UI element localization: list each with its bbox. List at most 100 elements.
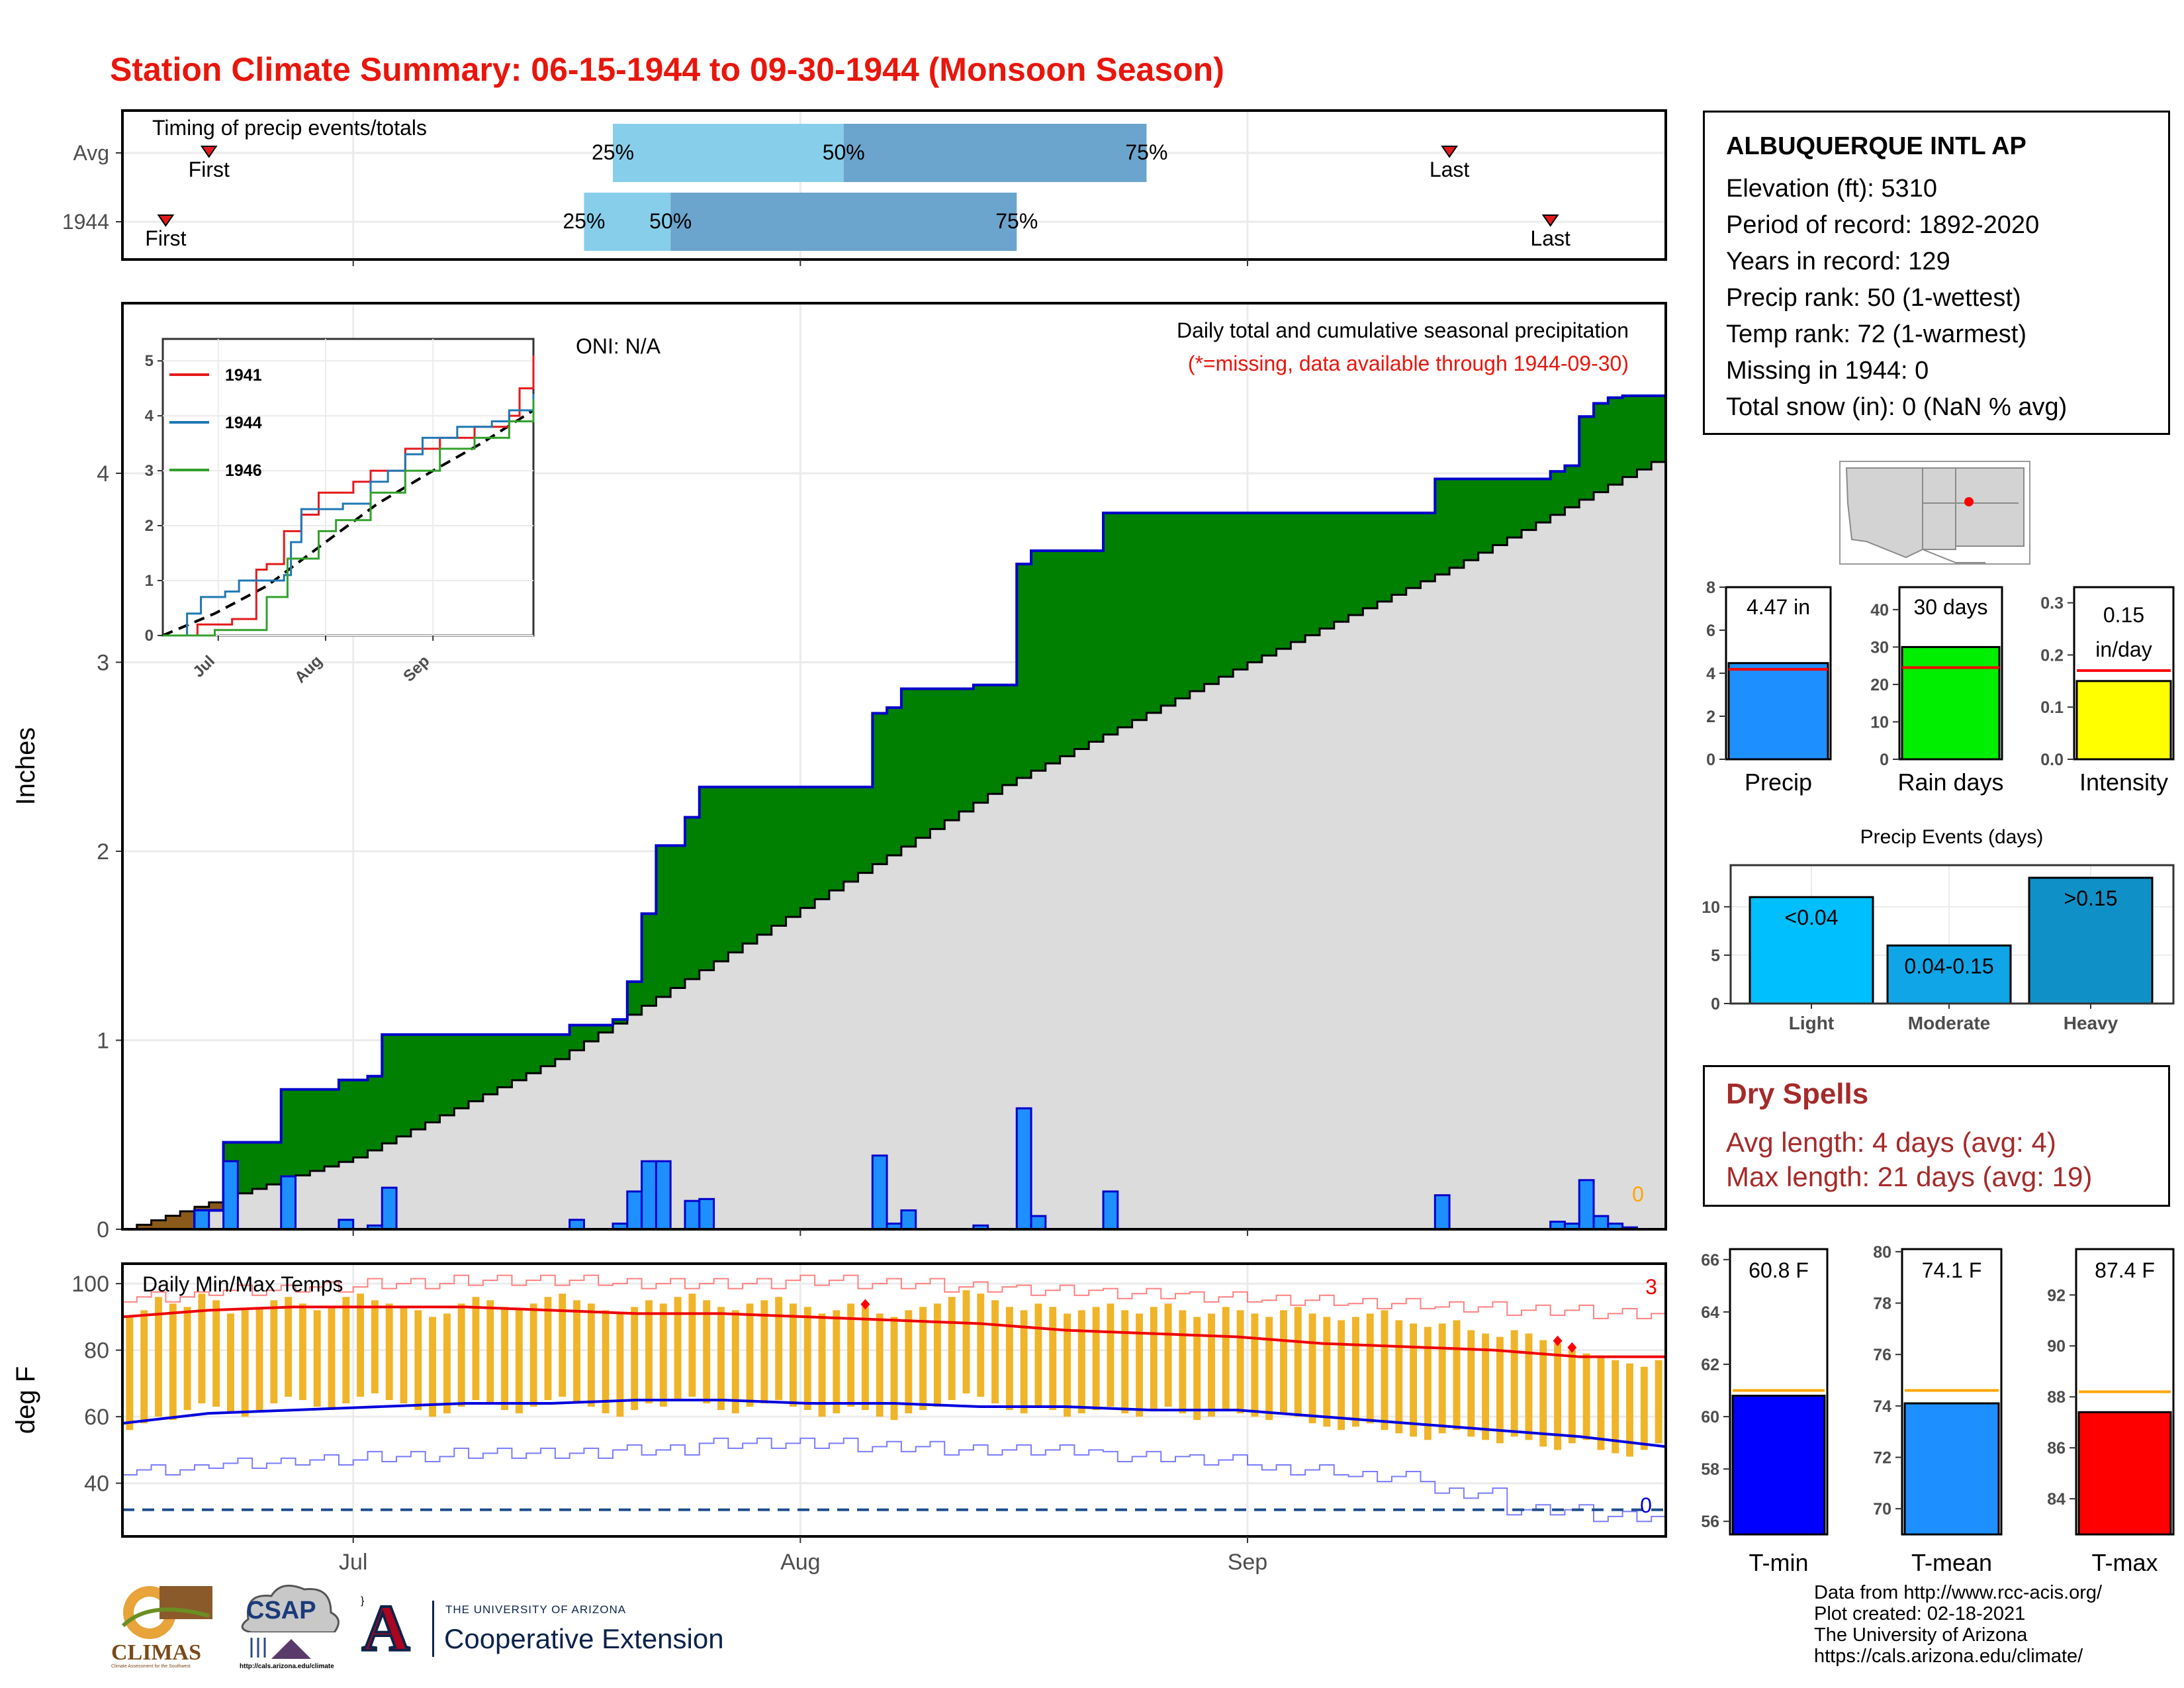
temps-record-high-count: 3 xyxy=(1645,1275,1657,1299)
timing-pct-label: 50% xyxy=(823,140,865,164)
temps-daily-bar xyxy=(1236,1310,1244,1414)
temps-daily-bar xyxy=(1020,1310,1028,1414)
timing-first-marker xyxy=(157,214,175,227)
temps-daily-bar xyxy=(1179,1310,1187,1414)
temp-summary-value: 87.4 F xyxy=(2095,1258,2155,1282)
timing-frame xyxy=(121,109,1667,261)
temps-daily-bar xyxy=(948,1297,956,1400)
temps-daily-bar xyxy=(1265,1317,1273,1421)
temps-daily-bar xyxy=(1525,1333,1533,1440)
temps-daily-bar xyxy=(1410,1323,1418,1437)
temps-daily-bar xyxy=(602,1310,610,1414)
temps-daily-bar xyxy=(1049,1307,1057,1411)
temps-daily-bar xyxy=(1064,1313,1071,1417)
precip-missing-note: (*=missing, data available through 1944-… xyxy=(1188,352,1629,375)
temps-daily-bar xyxy=(342,1297,350,1404)
precip-frame xyxy=(121,302,1667,1231)
temps-daily-bar xyxy=(429,1317,437,1417)
precip-summary-1-bar xyxy=(1901,645,2001,761)
temps-daily-bar xyxy=(126,1317,134,1430)
temps-record-high-marker xyxy=(1567,1342,1577,1353)
temps-daily-bar xyxy=(1323,1317,1331,1427)
precip-summary-0-label: Precip xyxy=(1745,769,1812,796)
precip-daily-bar xyxy=(900,1209,917,1231)
precip-summary-0-y-tick-label: 0 xyxy=(1706,751,1715,769)
precip-daily-bar xyxy=(280,1175,297,1231)
climas-logo: CLIMAS Climate Assessment for the Southw… xyxy=(110,1579,216,1672)
precip-summary-0-y-tick-label: 8 xyxy=(1706,579,1715,597)
temp-summary-1-y-tick-label: 76 xyxy=(1873,1346,1891,1364)
temps-daily-bar xyxy=(919,1307,927,1411)
ua-divider xyxy=(432,1601,434,1657)
precip-daily-bar xyxy=(1015,1107,1032,1231)
temps-daily-bar xyxy=(1150,1307,1158,1411)
temps-daily-bar xyxy=(833,1310,841,1414)
temps-y-tick-label: 40 xyxy=(84,1472,109,1497)
precip-y-tick-label: 4 xyxy=(97,461,109,487)
precip-daily-bar xyxy=(655,1160,672,1231)
temps-daily-bar xyxy=(1539,1340,1547,1447)
precip-daily-bar xyxy=(1433,1194,1451,1231)
station-info-box: ALBUQUERQUE INTL AP Elevation (ft): 5310… xyxy=(1703,111,2170,435)
precip-events-panel: <0.04 Light 0.04-0.15 Moderate >0.15 Heavy 0 5 1… xyxy=(1702,826,2175,1033)
timing-pct-label: 75% xyxy=(1125,140,1167,164)
timing-bar-50-75 xyxy=(670,193,1017,251)
events-y-tick-label: 10 xyxy=(1702,898,1720,917)
timing-last-label: Last xyxy=(1530,226,1570,250)
temp-summary-2-bar xyxy=(2077,1411,2172,1536)
temp-summary-2-y-tick-label: 84 xyxy=(2047,1490,2066,1509)
temp-summary-2-y-tick-label: 88 xyxy=(2047,1388,2066,1407)
temps-daily-bar xyxy=(1453,1320,1461,1430)
precip-summary-2-y-tick-label: 0.2 xyxy=(2040,646,2064,665)
temps-daily-bar xyxy=(1626,1363,1633,1457)
inset-y-tick-label: 5 xyxy=(145,352,154,370)
temps-daily-bar xyxy=(212,1300,220,1407)
temps-daily-bar xyxy=(1496,1336,1504,1444)
temps-daily-bar xyxy=(1121,1310,1129,1414)
temps-daily-bar xyxy=(285,1297,293,1397)
temp-summary-0-y-tick-label: 60 xyxy=(1701,1408,1719,1427)
precip-daily-bar xyxy=(1030,1215,1047,1231)
events-frame xyxy=(1729,864,2175,1005)
precip-summary-value: 30 days xyxy=(1913,595,1987,619)
events-y-tick-label: 5 xyxy=(1711,947,1720,965)
temps-daily-bar xyxy=(457,1303,465,1407)
temps-daily-bar xyxy=(501,1307,508,1411)
precip-surplus-area xyxy=(122,395,1666,1229)
station-location-marker xyxy=(1964,497,1974,506)
timing-pct-label: 25% xyxy=(563,209,605,233)
events-bar-label: 0.04-0.15 xyxy=(1904,954,1993,978)
inset-y-tick-label: 0 xyxy=(145,627,154,645)
precip-summary-0-y-tick-label: 6 xyxy=(1706,622,1715,640)
precip-missing-count: 0 xyxy=(1632,1182,1644,1206)
inset-legend-label: 1946 xyxy=(225,461,262,480)
temps-record-high-marker xyxy=(1553,1335,1563,1346)
temps-y-axis-title: deg F xyxy=(11,1366,40,1434)
temps-daily-bar xyxy=(1351,1317,1359,1427)
precip-summary-value: in/day xyxy=(2095,637,2152,661)
precip-y-tick-label: 2 xyxy=(97,839,109,865)
timing-pct-label: 25% xyxy=(592,140,634,164)
precip-summary-2-y-tick-label: 0.0 xyxy=(2040,751,2064,769)
precip-summary-1-y-tick-label: 30 xyxy=(1870,638,1889,657)
temp-summary-panels: 56 58 60 62 64 66 T-min 60.8 F 70 72 74 76 78 80 T-mea… xyxy=(1701,1243,2175,1576)
events-y-tick-label: 0 xyxy=(1711,995,1720,1013)
temp-summary-1-label: T-mean xyxy=(1911,1549,1992,1576)
ua-logo: A } THE UNIVERSITY OF ARIZONA Cooperativ… xyxy=(361,1590,745,1668)
temps-daily-bar xyxy=(1092,1307,1100,1411)
events-bar xyxy=(2028,876,2154,1005)
temps-daily-bar xyxy=(977,1293,985,1397)
temps-daily-bar xyxy=(674,1297,682,1400)
station-years: Years in record: 129 xyxy=(1726,248,1950,275)
temps-daily-bar xyxy=(140,1310,148,1424)
temps-caption: Daily Min/Max Temps xyxy=(142,1272,343,1296)
temps-daily-bar xyxy=(414,1310,422,1411)
precip-y-tick-label: 1 xyxy=(97,1028,109,1053)
temps-daily-bar xyxy=(1338,1320,1345,1430)
ua-block-a: A } xyxy=(361,1590,414,1666)
inset-y-tick-label: 2 xyxy=(145,517,154,535)
temps-y-tick-label: 100 xyxy=(71,1272,109,1297)
temps-record-high-line xyxy=(122,1274,1666,1319)
timing-last-label: Last xyxy=(1430,158,1470,181)
temp-summary-2-y-tick-label: 86 xyxy=(2047,1439,2066,1458)
